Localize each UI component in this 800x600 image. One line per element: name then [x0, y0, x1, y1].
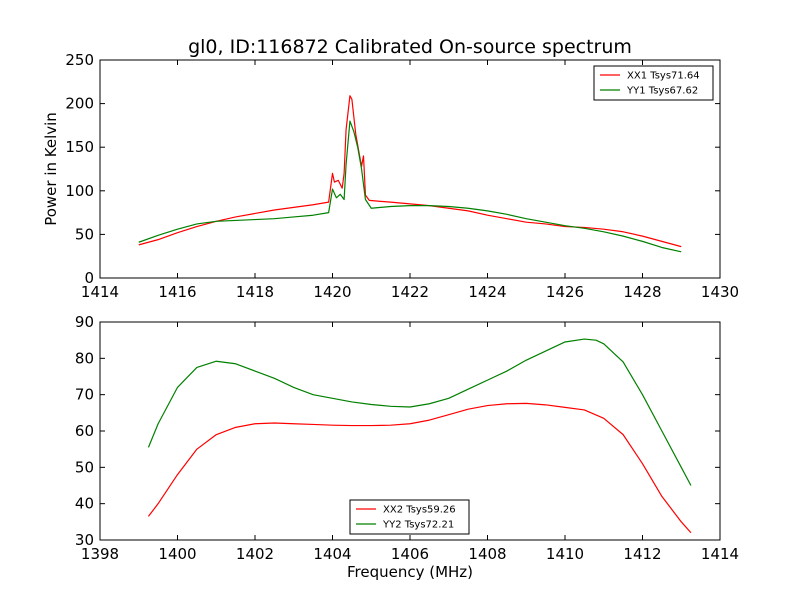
top-spectrum-chart: 1414 1416 1418 1420 1422 1424 1426 1428 1430 0 50 1…: [42, 51, 739, 301]
x-tick-label: 1414: [81, 283, 119, 301]
y-tick-label: 0: [84, 269, 94, 287]
series-line-2: [138, 120, 682, 253]
x-tick-label: 1402: [236, 545, 274, 563]
y-tick-label: 40: [75, 495, 94, 513]
x-tick-label: 1430: [701, 283, 739, 301]
x-tick-label: 1398: [81, 545, 119, 563]
legend-label-2: YY1 Tsys67.62: [626, 86, 698, 97]
x-tick-label: 1404: [313, 545, 351, 563]
x-tick-label: 1428: [623, 283, 661, 301]
series-line-2: [147, 338, 692, 486]
y-axis-label: Power in Kelvin: [42, 112, 60, 226]
y-tick-label: 90: [75, 313, 94, 331]
x-tick-label: 1424: [468, 283, 506, 301]
x-tick-label: 1420: [313, 283, 351, 301]
y-tick-label: 50: [75, 225, 94, 243]
y-tick-label: 100: [65, 182, 94, 200]
legend-box: [349, 499, 470, 535]
x-axis-label: Frequency (MHz): [347, 563, 473, 581]
x-tick-label: 1412: [623, 545, 661, 563]
x-tick-label: 1422: [391, 283, 429, 301]
bottom-spectrum-chart: 1398 1400 1402 1404 1406 1408 1410 1412 1414 30 40…: [75, 313, 739, 581]
x-tick-label: 1414: [701, 545, 739, 563]
x-tick-label: 1418: [236, 283, 274, 301]
figure-title: gl0, ID:116872 Calibrated On-source spec…: [188, 36, 632, 58]
legend-label-1: XX1 Tsys71.64: [627, 71, 700, 82]
legend-label-1: XX2 Tsys59.26: [383, 505, 456, 516]
y-tick-label: 50: [75, 458, 94, 476]
y-tick-label: 60: [75, 422, 94, 440]
y-tick-label: 70: [75, 386, 94, 404]
y-tick-label: 200: [65, 95, 94, 113]
y-tick-label: 80: [75, 349, 94, 367]
x-tick-label: 1410: [546, 545, 584, 563]
x-tick-label: 1406: [391, 545, 429, 563]
x-tick-label: 1416: [158, 283, 196, 301]
legend-box: [593, 65, 714, 101]
y-tick-label: 30: [75, 531, 94, 549]
x-tick-label: 1426: [546, 283, 584, 301]
y-tick-label: 250: [65, 51, 94, 69]
series-line-1: [147, 402, 692, 534]
x-tick-label: 1400: [158, 545, 196, 563]
legend-label-2: YY2 Tsys72.21: [382, 520, 454, 531]
x-tick-label: 1408: [468, 545, 506, 563]
y-tick-label: 150: [65, 138, 94, 156]
